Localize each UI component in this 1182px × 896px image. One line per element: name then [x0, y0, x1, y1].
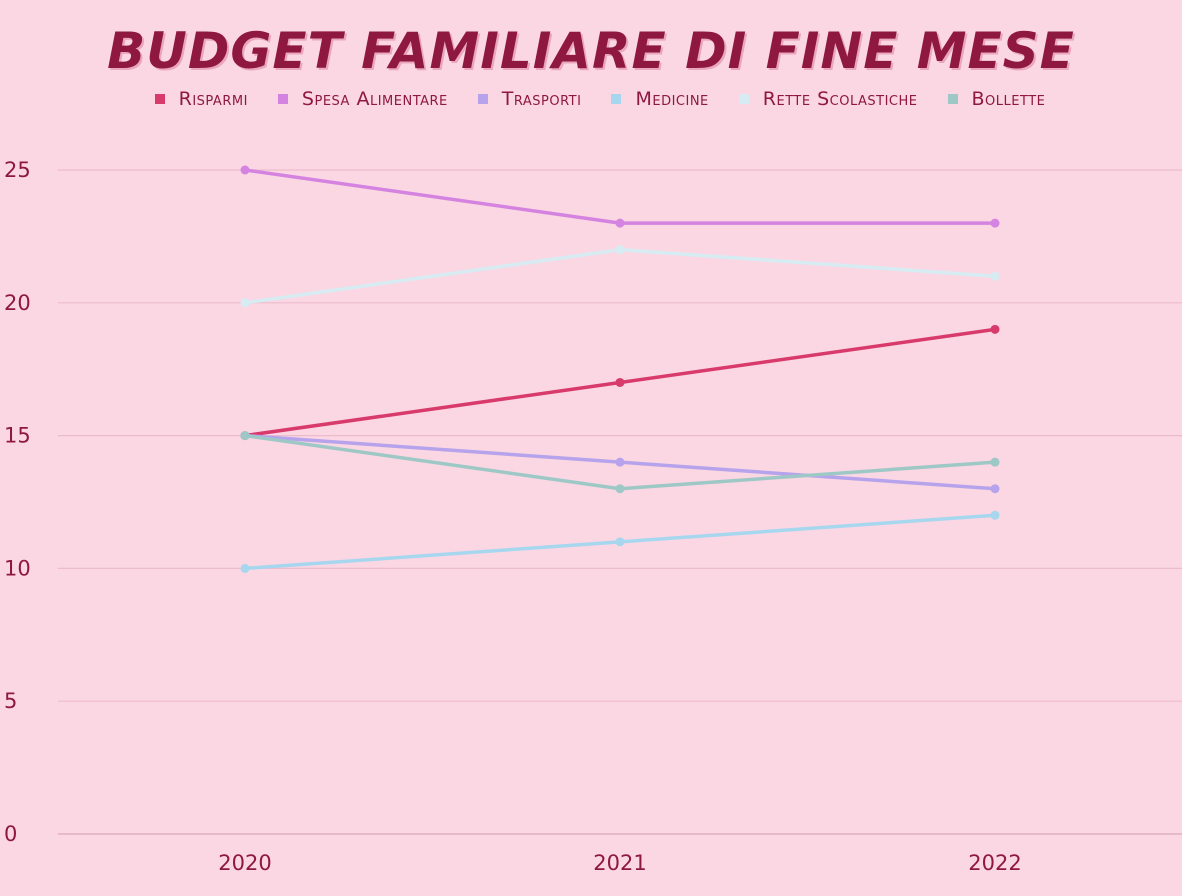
data-point	[615, 537, 625, 547]
legend-swatch	[477, 94, 488, 104]
legend-item: Medicine	[611, 88, 708, 110]
x-tick-label: 2022	[968, 851, 1021, 875]
y-tick-label: 0	[4, 822, 17, 846]
legend-label: Trasporti	[501, 88, 582, 110]
legend-item: Trasporti	[477, 88, 582, 110]
legend-swatch	[154, 94, 165, 104]
legend-swatch	[611, 94, 622, 104]
data-point	[240, 165, 250, 175]
legend-label: Risparmi	[178, 88, 248, 110]
legend-label: Bollette	[971, 88, 1046, 110]
legend-swatch	[738, 94, 749, 104]
data-point	[240, 563, 250, 573]
chart-title: BUDGET FAMILIARE DI FINE MESE	[107, 22, 1075, 80]
series-line	[243, 168, 997, 225]
legend: Risparmi Spesa Alimentare Trasporti Medicin…	[80, 88, 1120, 110]
data-point	[990, 324, 1000, 334]
data-point	[990, 218, 1000, 228]
gridlines	[58, 169, 1182, 835]
data-point	[615, 457, 625, 467]
series	[240, 245, 1000, 308]
y-tick-label: 20	[4, 291, 31, 315]
legend-item: Spesa Alimentare	[277, 88, 448, 110]
data-point	[990, 484, 1000, 494]
legend-item: Bollette	[947, 88, 1046, 110]
axis-labels: 0 5 10 15 20 25 2020 2021 2022	[4, 158, 1022, 875]
x-tick-label: 2020	[218, 851, 271, 875]
data-point	[990, 457, 1000, 467]
x-tick-label: 2021	[593, 851, 646, 875]
data-point	[615, 484, 625, 494]
y-tick-label: 25	[4, 158, 31, 182]
data-point	[240, 298, 250, 308]
legend-swatch	[947, 94, 958, 104]
series	[240, 324, 1000, 441]
data-point	[615, 245, 625, 255]
series	[240, 510, 1000, 573]
data-point	[990, 271, 1000, 281]
y-tick-label: 10	[4, 556, 31, 580]
series	[240, 431, 1000, 494]
data-point	[615, 218, 625, 228]
legend-label: Rette Scolastiche	[762, 88, 918, 110]
series-lines	[240, 165, 1000, 573]
y-tick-label: 5	[4, 689, 17, 713]
legend-item: Risparmi	[154, 88, 248, 110]
series-line	[243, 247, 997, 305]
series	[240, 431, 1000, 494]
y-tick-label: 15	[4, 424, 31, 448]
data-point	[990, 510, 1000, 520]
legend-swatch	[277, 94, 288, 104]
legend-item: Rette Scolastiche	[738, 88, 918, 110]
legend-label: Spesa Alimentare	[301, 88, 448, 110]
series	[240, 165, 1000, 228]
data-point	[615, 377, 625, 387]
data-point	[240, 431, 250, 441]
legend-label: Medicine	[635, 88, 709, 110]
